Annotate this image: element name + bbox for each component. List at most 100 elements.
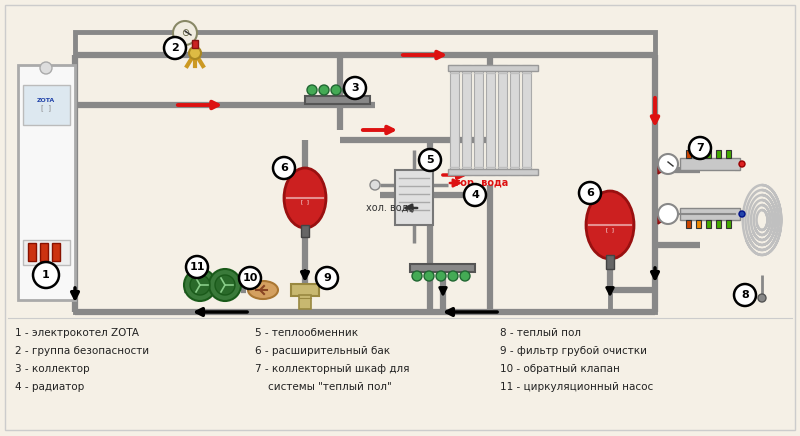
Bar <box>696 150 701 158</box>
Circle shape <box>40 62 52 74</box>
Bar <box>716 220 721 228</box>
Circle shape <box>273 157 295 179</box>
Circle shape <box>464 184 486 206</box>
Bar <box>462 65 471 175</box>
Text: 3: 3 <box>351 83 359 93</box>
Bar <box>696 220 701 228</box>
Circle shape <box>316 267 338 289</box>
Bar <box>680 158 740 170</box>
Circle shape <box>209 269 241 301</box>
Text: [  ]: [ ] <box>606 228 614 232</box>
Text: 2 - группа безопасности: 2 - группа безопасности <box>15 346 149 356</box>
Text: системы "теплый пол": системы "теплый пол" <box>255 382 392 392</box>
Text: 5: 5 <box>426 155 434 165</box>
Text: 5 - теплообменник: 5 - теплообменник <box>255 328 358 338</box>
Bar <box>510 65 519 175</box>
Circle shape <box>436 271 446 281</box>
Bar <box>448 65 538 71</box>
Circle shape <box>173 21 197 45</box>
Text: 2: 2 <box>171 43 179 53</box>
Circle shape <box>307 85 317 95</box>
Bar <box>410 264 475 272</box>
Circle shape <box>758 294 766 302</box>
Text: 11 - циркуляционный насос: 11 - циркуляционный насос <box>500 382 654 392</box>
Circle shape <box>186 256 208 278</box>
Circle shape <box>448 271 458 281</box>
Text: 8 - теплый пол: 8 - теплый пол <box>500 328 581 338</box>
Text: 4 - радиатор: 4 - радиатор <box>15 382 84 392</box>
Text: 6: 6 <box>586 188 594 198</box>
Circle shape <box>33 262 59 288</box>
Text: 11: 11 <box>190 262 205 272</box>
Text: 6 - расширительный бак: 6 - расширительный бак <box>255 346 390 356</box>
Bar <box>686 220 691 228</box>
Bar <box>706 150 711 158</box>
Bar <box>680 208 740 220</box>
Text: 8: 8 <box>741 290 749 300</box>
Text: 7: 7 <box>696 143 704 153</box>
Circle shape <box>215 275 235 295</box>
Bar <box>305 96 370 104</box>
Bar <box>486 65 495 175</box>
Circle shape <box>355 85 365 95</box>
Circle shape <box>412 271 422 281</box>
Ellipse shape <box>248 281 278 299</box>
Bar <box>448 169 538 175</box>
Circle shape <box>689 137 711 159</box>
Circle shape <box>190 275 210 295</box>
Bar <box>498 65 507 175</box>
Circle shape <box>658 154 678 174</box>
Bar <box>28 243 36 261</box>
Circle shape <box>460 271 470 281</box>
Bar <box>686 150 691 158</box>
Text: 9 - фильтр грубой очистки: 9 - фильтр грубой очистки <box>500 346 647 356</box>
Text: 7 - коллекторный шкаф для: 7 - коллекторный шкаф для <box>255 364 410 374</box>
Bar <box>474 65 483 175</box>
Circle shape <box>658 204 678 224</box>
Bar <box>450 65 459 175</box>
Circle shape <box>344 77 366 99</box>
Bar <box>40 243 48 261</box>
Bar <box>52 243 60 261</box>
Circle shape <box>579 182 601 204</box>
Circle shape <box>239 267 261 289</box>
Circle shape <box>734 284 756 306</box>
Bar <box>395 170 433 225</box>
Text: [  ]: [ ] <box>301 200 309 204</box>
Circle shape <box>370 180 380 190</box>
Text: 1 - электрокотел ZOTA: 1 - электрокотел ZOTA <box>15 328 139 338</box>
Circle shape <box>331 85 341 95</box>
Text: ZOTA: ZOTA <box>37 98 55 102</box>
Bar <box>706 220 711 228</box>
Bar <box>726 150 731 158</box>
Bar <box>522 65 531 175</box>
Circle shape <box>319 85 329 95</box>
Text: 3 - коллектор: 3 - коллектор <box>15 364 90 374</box>
Text: 4: 4 <box>471 190 479 200</box>
Circle shape <box>419 149 441 171</box>
Bar <box>301 225 309 237</box>
Ellipse shape <box>284 168 326 228</box>
Circle shape <box>189 47 201 59</box>
Bar <box>716 150 721 158</box>
Circle shape <box>739 211 745 217</box>
Circle shape <box>739 161 745 167</box>
Bar <box>606 255 614 269</box>
Circle shape <box>424 271 434 281</box>
Bar <box>192 40 198 48</box>
Text: [  ]: [ ] <box>41 105 51 111</box>
Bar <box>291 284 319 296</box>
Text: 9: 9 <box>323 273 331 283</box>
Bar <box>23 240 70 265</box>
Bar <box>299 295 311 309</box>
Text: 10 - обратный клапан: 10 - обратный клапан <box>500 364 620 374</box>
Text: гор. вода: гор. вода <box>455 178 508 188</box>
Text: 6: 6 <box>280 163 288 173</box>
Polygon shape <box>658 216 664 224</box>
Text: хол. вода: хол. вода <box>366 203 414 213</box>
Circle shape <box>343 85 353 95</box>
Text: 10: 10 <box>242 273 258 283</box>
Ellipse shape <box>586 191 634 259</box>
Bar <box>23 85 70 125</box>
Text: 1: 1 <box>42 270 50 280</box>
